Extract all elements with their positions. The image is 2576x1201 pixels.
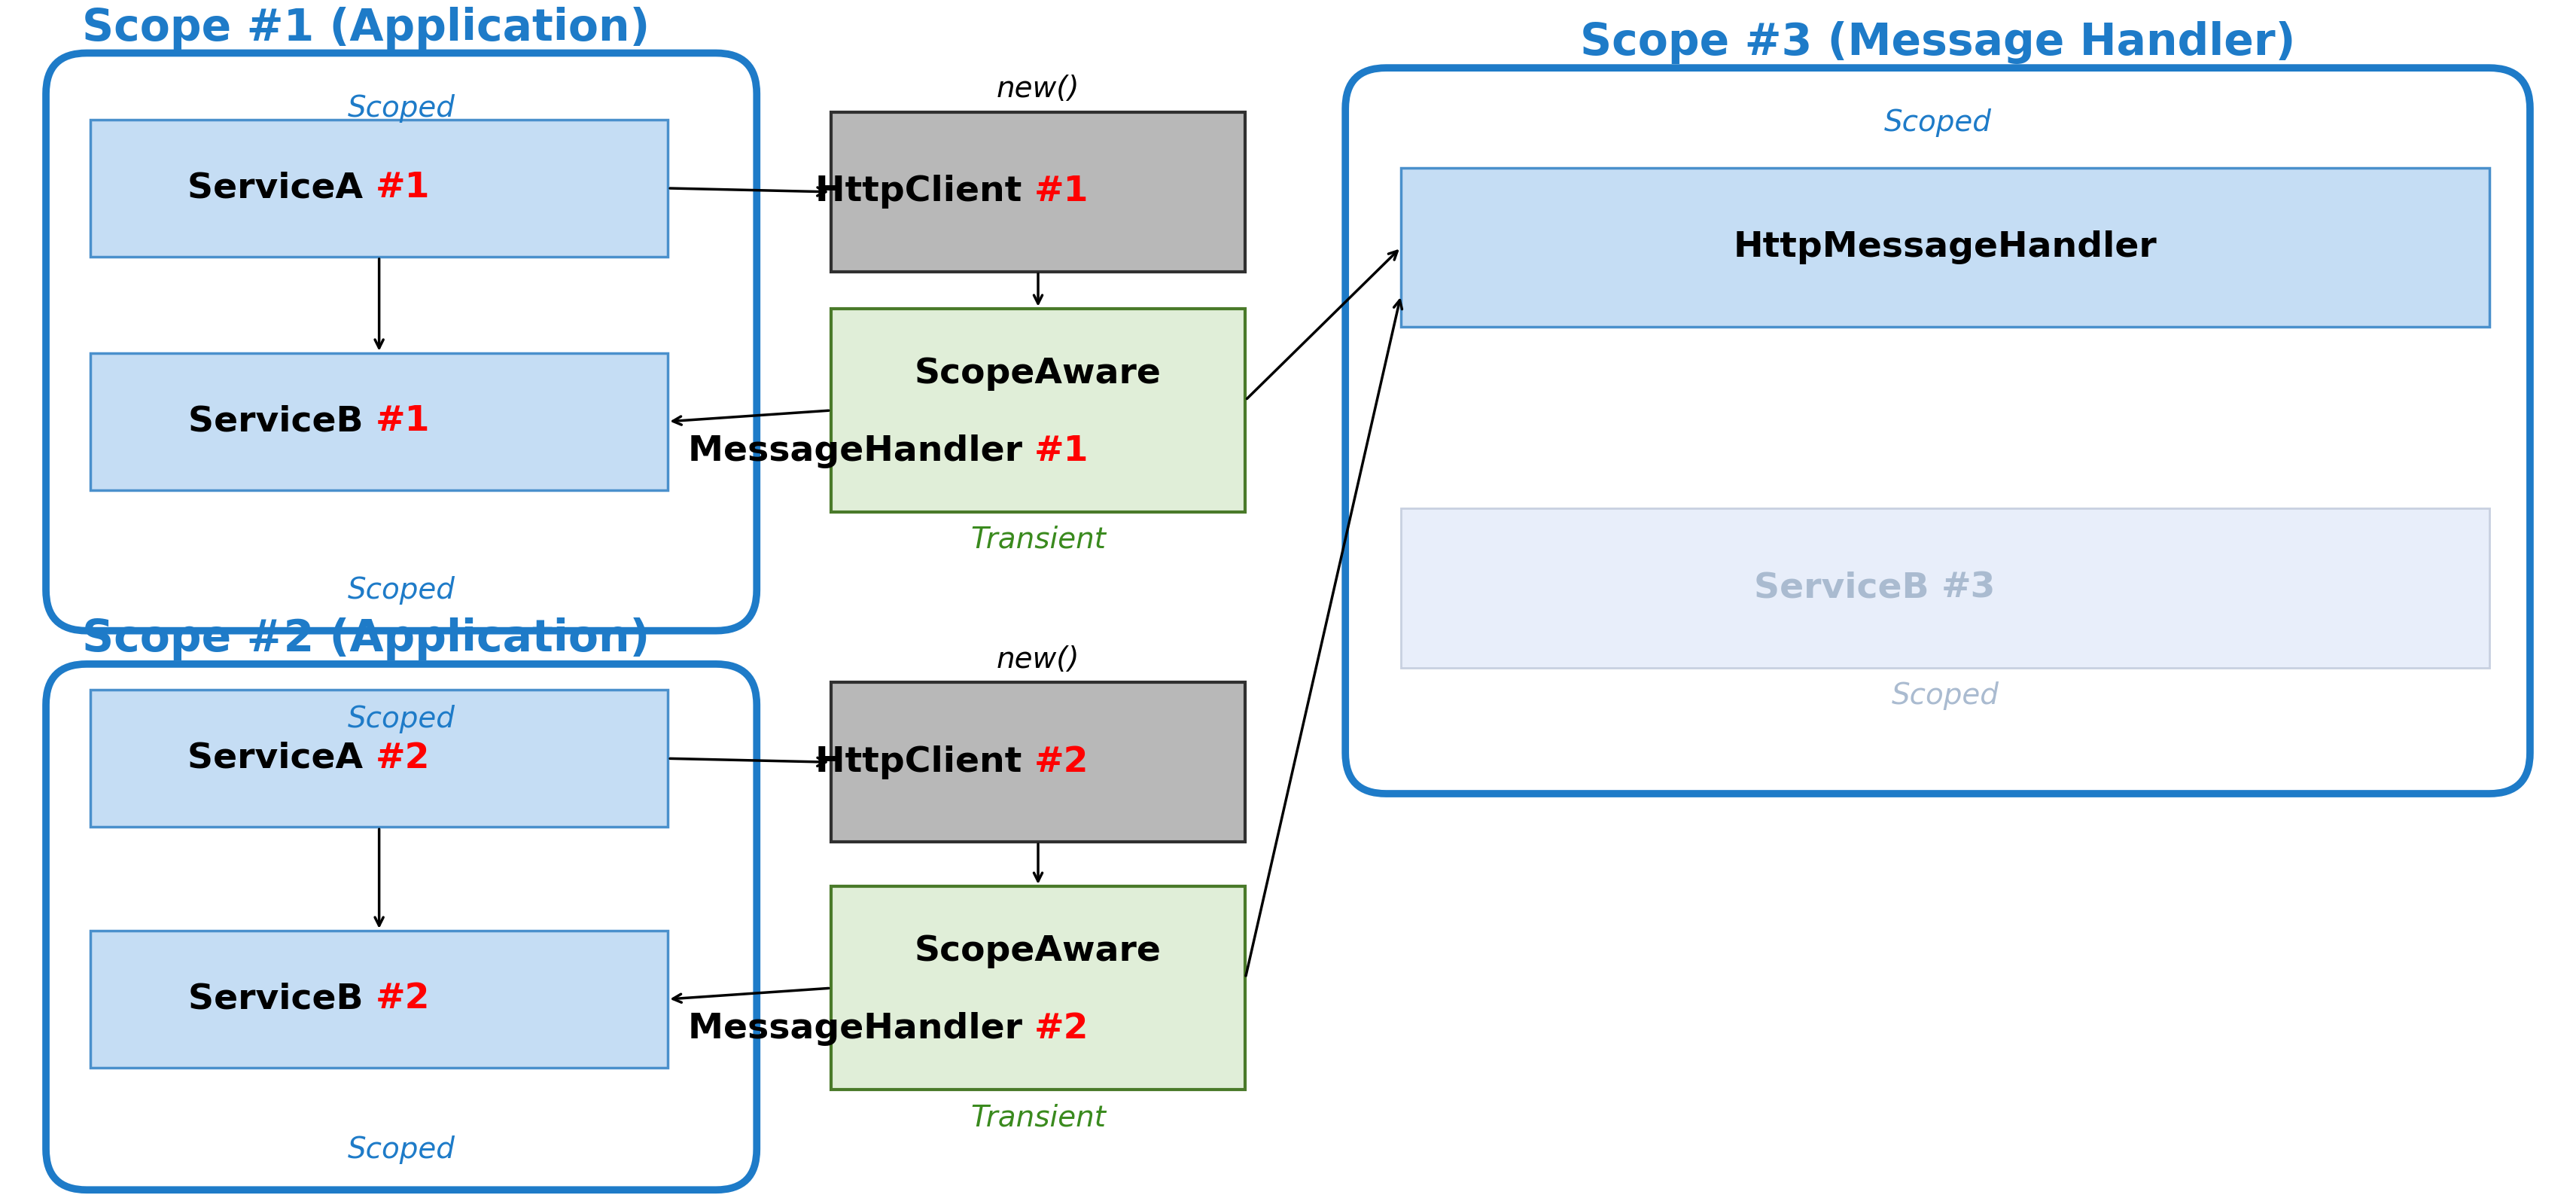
Text: new(): new(): [997, 645, 1079, 674]
Text: #1: #1: [376, 172, 430, 205]
Text: #2: #2: [1036, 746, 1090, 779]
Text: #2: #2: [376, 741, 430, 776]
FancyBboxPatch shape: [90, 931, 667, 1068]
FancyBboxPatch shape: [1401, 168, 2488, 327]
Text: #3: #3: [1942, 572, 1996, 605]
FancyBboxPatch shape: [832, 886, 1244, 1091]
Text: Scoped: Scoped: [348, 576, 456, 605]
Text: Scoped: Scoped: [348, 1135, 456, 1164]
Text: ServiceB: ServiceB: [1754, 572, 1942, 605]
FancyBboxPatch shape: [90, 120, 667, 257]
Text: MessageHandler: MessageHandler: [688, 1012, 1036, 1046]
Text: HttpClient: HttpClient: [817, 175, 1036, 209]
FancyBboxPatch shape: [90, 691, 667, 827]
Text: ScopeAware: ScopeAware: [914, 357, 1162, 390]
Text: #1: #1: [1036, 175, 1090, 209]
Text: Scoped: Scoped: [348, 705, 456, 734]
Text: Scoped: Scoped: [348, 94, 456, 123]
Text: ScopeAware: ScopeAware: [914, 934, 1162, 968]
Text: ServiceB: ServiceB: [188, 405, 376, 438]
FancyBboxPatch shape: [832, 113, 1244, 271]
Text: Scope #3 (Message Handler): Scope #3 (Message Handler): [1579, 22, 2295, 64]
Text: #1: #1: [376, 405, 430, 438]
Text: #2: #2: [376, 982, 430, 1016]
Text: HttpClient: HttpClient: [817, 746, 1036, 779]
FancyBboxPatch shape: [832, 682, 1244, 842]
FancyBboxPatch shape: [46, 664, 757, 1190]
Text: ServiceA: ServiceA: [188, 741, 376, 776]
Text: Transient: Transient: [971, 1104, 1105, 1131]
FancyBboxPatch shape: [46, 53, 757, 631]
Text: Transient: Transient: [971, 526, 1105, 554]
Text: ServiceB: ServiceB: [188, 982, 376, 1016]
Text: #1: #1: [1036, 435, 1090, 468]
Text: HttpMessageHandler: HttpMessageHandler: [1734, 231, 2156, 264]
Text: ServiceA: ServiceA: [188, 172, 376, 205]
Text: #2: #2: [1036, 1012, 1090, 1046]
FancyBboxPatch shape: [1345, 68, 2530, 794]
Text: Scope #1 (Application): Scope #1 (Application): [82, 6, 649, 49]
FancyBboxPatch shape: [832, 309, 1244, 513]
Text: Scope #2 (Application): Scope #2 (Application): [82, 617, 649, 661]
Text: Scoped: Scoped: [1883, 108, 1991, 137]
Text: new(): new(): [997, 74, 1079, 103]
FancyBboxPatch shape: [90, 353, 667, 490]
Text: Scoped: Scoped: [1891, 681, 1999, 710]
FancyBboxPatch shape: [1401, 508, 2488, 668]
Text: MessageHandler: MessageHandler: [688, 435, 1036, 468]
